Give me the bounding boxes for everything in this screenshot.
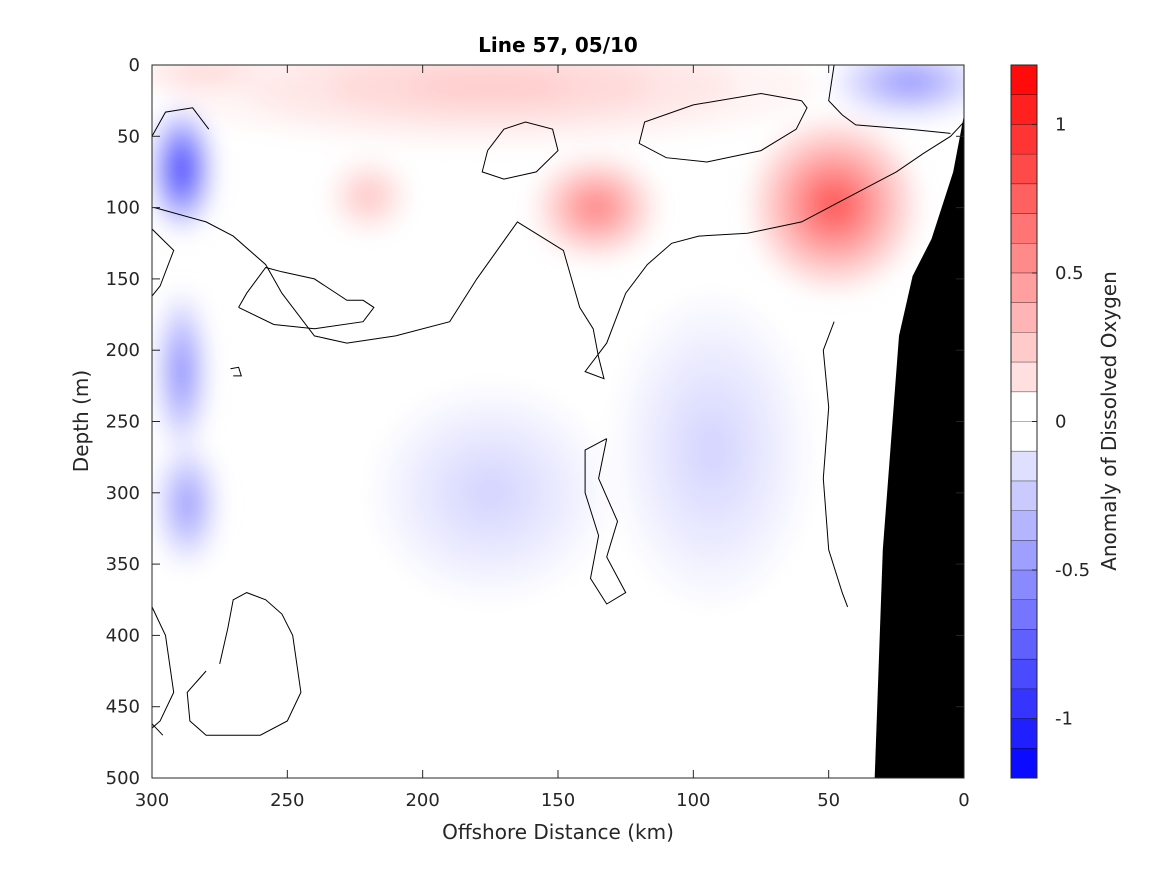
anomaly-low-4-level-3 — [688, 412, 736, 488]
anomaly-low-1-level-3 — [175, 351, 188, 392]
colorbar-tick-label-3: 0.5 — [1055, 263, 1084, 284]
colorbar-tick-label-1: -0.5 — [1055, 560, 1090, 581]
anomaly-high-7-level-3 — [581, 195, 611, 221]
x-tick-label-6: 0 — [958, 790, 969, 811]
zero-contour-10 — [638, 92, 808, 163]
x-tick-label-2: 200 — [405, 790, 439, 811]
colorbar-band-15 — [1011, 510, 1037, 541]
colorbar-band-0 — [1011, 65, 1037, 96]
anomaly-low-2-level-3 — [179, 489, 195, 520]
colorbar-band-19 — [1011, 629, 1037, 660]
y-tick-label-3: 150 — [106, 269, 140, 290]
zero-contour-4 — [230, 366, 242, 377]
zero-contour-9 — [152, 723, 164, 736]
colorbar-band-22 — [1011, 718, 1037, 749]
y-tick-label-9: 450 — [106, 697, 140, 718]
zero-contour-2 — [154, 121, 964, 380]
y-axis-label: Depth (m) — [69, 370, 93, 472]
colorbar-band-13 — [1011, 451, 1037, 482]
colorbar-tick-label-2: 0 — [1055, 412, 1066, 433]
anomaly-low-3-level-3 — [890, 73, 929, 92]
y-tick-label-0: 0 — [129, 55, 140, 76]
colorbar-band-18 — [1011, 599, 1037, 630]
y-tick-label-10: 500 — [106, 768, 140, 789]
y-tick-label-8: 400 — [106, 625, 140, 646]
colorbar-band-11 — [1011, 391, 1037, 422]
anomaly-high-10-level-3 — [185, 67, 227, 77]
zero-contour-3 — [238, 266, 375, 330]
y-tick-label-2: 100 — [106, 198, 140, 219]
x-tick-label-5: 50 — [817, 790, 840, 811]
colorbar-band-7 — [1011, 272, 1037, 304]
zero-contour-11 — [828, 65, 951, 134]
y-tick-label-5: 250 — [106, 412, 140, 433]
zero-contour-5 — [481, 121, 559, 180]
colorbar-band-5 — [1011, 213, 1037, 244]
zero-contour-6 — [584, 438, 627, 605]
zero-contour-12 — [822, 321, 849, 608]
chart-title: Line 57, 05/10 — [478, 33, 638, 57]
colorbar-band-1 — [1011, 94, 1037, 125]
colorbar-tick-label-4: 1 — [1055, 114, 1066, 135]
colorbar-band-14 — [1011, 480, 1037, 512]
colorbar-band-8 — [1011, 302, 1037, 333]
plot-area — [152, 65, 964, 778]
y-tick-label-1: 50 — [117, 126, 140, 147]
zero-contour-7 — [186, 592, 302, 736]
x-tick-label-0: 300 — [135, 790, 169, 811]
colorbar-band-6 — [1011, 243, 1037, 274]
x-tick-label-4: 100 — [676, 790, 710, 811]
y-tick-label-4: 200 — [106, 340, 140, 361]
zero-contours — [152, 65, 964, 736]
x-axis-label: Offshore Distance (km) — [442, 820, 674, 844]
y-axis: 0 50 100 150 200 250 300 350 400 450 500 — [106, 55, 964, 789]
colorbar-band-21 — [1011, 688, 1037, 720]
x-tick-label-3: 150 — [541, 790, 575, 811]
colorbar-band-16 — [1011, 540, 1037, 571]
colorbar-band-2 — [1011, 124, 1037, 155]
anomaly-high-9-level-3 — [409, 72, 572, 101]
colorbar-band-20 — [1011, 659, 1037, 690]
colorbar-band-9 — [1011, 332, 1037, 363]
colorbar-band-12 — [1011, 421, 1037, 452]
colorbar-band-23 — [1011, 748, 1037, 779]
y-tick-label-7: 350 — [106, 554, 140, 575]
colorbar-band-17 — [1011, 570, 1037, 601]
colorbar-band-4 — [1011, 183, 1037, 215]
x-tick-label-1: 250 — [270, 790, 304, 811]
colorbar-band-3 — [1011, 154, 1037, 185]
colorbar-band-10 — [1011, 362, 1037, 393]
anomaly-low-0-level-3 — [174, 154, 190, 185]
colorbar-label: Anomaly of Dissolved Oxygen — [1097, 271, 1121, 571]
zero-contour-8 — [152, 606, 175, 729]
colorbar: -1 -0.5 0 0.5 1 — [1010, 64, 1090, 779]
anomaly-low-5-level-3 — [461, 467, 519, 519]
land-bathymetry — [874, 114, 964, 778]
zero-contour-1 — [152, 228, 175, 297]
x-axis: 300 250 200 150 100 50 0 — [135, 65, 970, 811]
y-tick-label-6: 300 — [106, 483, 140, 504]
zero-contour-0 — [152, 107, 210, 137]
colorbar-tick-label-0: -1 — [1055, 709, 1073, 730]
anomaly-high-8-level-3 — [359, 187, 379, 206]
